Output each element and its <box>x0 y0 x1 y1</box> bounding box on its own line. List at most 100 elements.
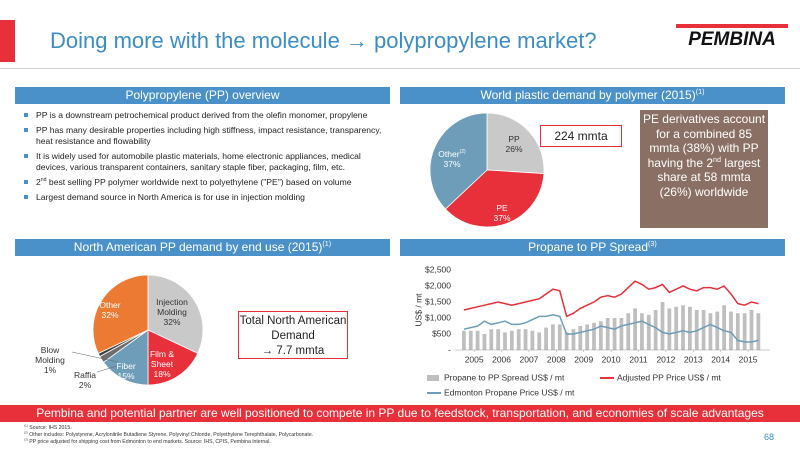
bar <box>701 310 706 350</box>
panel-heading: Propane to PP Spread(3) <box>400 239 785 256</box>
divider <box>0 68 800 69</box>
slice-label: PE 37% <box>482 203 522 223</box>
panel-heading: Polypropylene (PP) overview <box>15 87 390 104</box>
x-tick-label: 2015 <box>739 354 758 364</box>
slice-value: 37% <box>493 213 511 223</box>
bar <box>468 330 473 350</box>
slice-label: Injection Molding 32% <box>147 297 197 327</box>
slice-label: Fiber 15% <box>111 361 141 381</box>
slice-value: 15% <box>117 371 135 381</box>
bullet: 2nd best selling PP polymer worldwide ne… <box>22 177 384 188</box>
bar <box>551 324 555 350</box>
slice-category: Other(2) <box>438 148 466 159</box>
callout-text: PE derivatives account for a combined 85… <box>642 112 766 170</box>
y-axis-label: US$ / mt <box>413 293 423 327</box>
bar <box>667 308 672 350</box>
slice-value: 37% <box>443 158 461 169</box>
bar <box>544 327 548 350</box>
y-tick-label: $2,000 <box>425 280 451 290</box>
slide-title: Doing more with the molecule → polypropy… <box>50 28 597 53</box>
bar <box>619 318 624 350</box>
bar <box>646 314 651 350</box>
bar <box>612 318 617 350</box>
slice-category: Fiber <box>116 361 136 371</box>
panel-heading: World plastic demand by polymer (2015)(1… <box>400 87 785 104</box>
x-tick-label: 2013 <box>684 354 703 364</box>
y-tick-label: - <box>448 344 451 354</box>
heading-text: Polypropylene (PP) overview <box>125 88 280 102</box>
panel-heading: North American PP demand by end use (201… <box>15 239 390 256</box>
bar <box>605 318 610 350</box>
x-tick-label: 2010 <box>602 354 621 364</box>
bar <box>496 329 501 350</box>
bar <box>660 302 665 350</box>
slice-value: 32% <box>101 310 119 320</box>
x-tick-label: 2008 <box>547 354 566 364</box>
slice-value: 2% <box>78 380 92 390</box>
page-number: 68 <box>764 432 775 442</box>
heading-note: (1) <box>322 239 332 248</box>
leader-line <box>96 365 118 373</box>
slice-category: PE <box>496 203 508 213</box>
callout-box: PE derivatives account for a combined 85… <box>640 110 768 228</box>
y-tick-label: $1,500 <box>425 296 451 306</box>
pie-slice <box>444 169 545 228</box>
leader-line <box>71 351 119 363</box>
bullet: Largest demand source in North America i… <box>22 192 384 203</box>
slice-category: Blow Molding <box>35 345 65 365</box>
bar <box>564 332 569 350</box>
bullet-list: PP is a downstream petrochemical product… <box>22 110 384 207</box>
footnote-mark: (3) <box>24 437 28 442</box>
callout-sup: nd <box>713 154 722 164</box>
y-tick-label: $1,000 <box>425 312 451 322</box>
bar <box>653 310 658 350</box>
bar <box>592 322 596 350</box>
slice-label: PP 26% <box>494 134 534 154</box>
slice-category: Injection Molding <box>156 297 188 317</box>
bar <box>633 308 637 350</box>
legend-label: Adjusted PP Price US$ / mt <box>617 372 721 382</box>
heading-note: (1) <box>695 87 705 96</box>
line-series <box>463 314 759 343</box>
y-tick-label: $2,500 <box>425 264 451 274</box>
bar <box>735 313 740 350</box>
bar <box>475 330 480 350</box>
bar <box>489 329 494 350</box>
bar <box>598 321 603 350</box>
legend-label: Propane to PP Spread US$ / mt <box>444 372 565 382</box>
pie-slice <box>486 112 545 175</box>
y-tick-label: $500 <box>432 328 451 338</box>
slice-label: Other 32% <box>90 300 130 320</box>
x-tick-label: 2012 <box>656 354 675 364</box>
bar <box>523 329 528 350</box>
slice-category: Raffia <box>73 370 97 380</box>
total-text: Total North American Demand <box>239 315 347 342</box>
logo: PEMBINA <box>676 24 788 54</box>
heading-note: (3) <box>648 239 657 248</box>
slice-value: 26% <box>505 144 523 154</box>
bar <box>756 313 761 350</box>
bar <box>640 313 644 350</box>
bar <box>578 326 583 350</box>
pie-slice <box>102 329 149 386</box>
slice-value: 32% <box>163 317 181 327</box>
footnote-text: Other includes: Polystyrene, Acrylonitri… <box>27 432 314 438</box>
bar <box>742 313 747 350</box>
bullet-text: best selling PP polymer worldwide next t… <box>46 177 352 187</box>
slice-label: Other(2) 37% <box>432 147 472 169</box>
bar <box>482 334 487 350</box>
x-tick-label: 2011 <box>629 354 648 364</box>
x-tick-label: 2005 <box>465 354 484 364</box>
bullet: It is widely used for automobile plastic… <box>22 151 384 173</box>
x-tick-label: 2006 <box>492 354 511 364</box>
heading-text: World plastic demand by polymer (2015) <box>480 88 696 102</box>
footnote-mark: (1) <box>24 423 28 428</box>
accent-bar <box>0 20 15 62</box>
bar <box>537 332 542 350</box>
callout-text: largest share at 58 mmta (26%) worldwide <box>657 155 761 199</box>
x-tick-label: 2009 <box>574 354 593 364</box>
pie-slice <box>429 112 488 210</box>
bar <box>571 329 576 350</box>
